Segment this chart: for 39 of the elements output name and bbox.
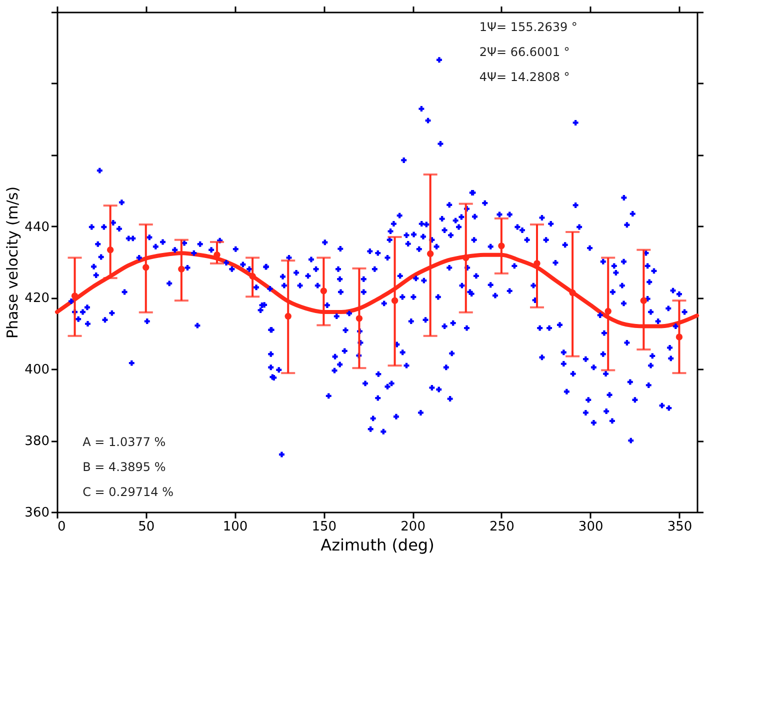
y-tick-label: 380: [24, 434, 50, 450]
x-tick-label: 150: [312, 520, 337, 534]
point: [569, 289, 576, 296]
point: [320, 288, 328, 294]
point: [498, 242, 505, 250]
x-tick-label: 0: [58, 520, 66, 534]
x-tick-label: 100: [222, 520, 248, 534]
annotation: 4Ψ= 14.2808 °: [479, 70, 570, 84]
point: [391, 297, 398, 304]
annotation: B = 4.3895 %: [82, 460, 166, 474]
point: [284, 312, 292, 320]
point: [426, 250, 434, 258]
x-tick-label: 250: [490, 520, 514, 534]
x-axis-title: Azimuth (deg): [320, 536, 434, 554]
y-axis-title: Phase velocity (m/s): [4, 186, 22, 339]
annotation: A = 1.0377 %: [82, 435, 166, 449]
x-tick-label: 50: [138, 520, 155, 534]
point: [534, 260, 540, 267]
point: [142, 264, 150, 271]
point: [71, 292, 78, 300]
annotation: 2Ψ= 66.6001 °: [479, 45, 570, 59]
point: [214, 252, 220, 258]
point: [676, 334, 683, 340]
point: [640, 297, 648, 304]
point: [462, 254, 470, 262]
point: [604, 308, 612, 315]
point: [356, 315, 363, 322]
y-tick-label: 400: [24, 362, 50, 378]
point: [106, 246, 114, 254]
annotation: C = 0.29714 %: [82, 485, 174, 499]
x-tick-label: 200: [400, 520, 426, 534]
x-tick-label: 300: [578, 520, 604, 534]
x-tick-label: 350: [667, 520, 692, 534]
y-tick-label: 440: [24, 220, 50, 235]
y-tick-label: 360: [24, 506, 50, 520]
point: [249, 272, 256, 280]
point: [178, 266, 185, 272]
y-tick-label: 420: [24, 291, 50, 306]
annotation: 1Ψ= 155.2639 °: [479, 20, 578, 34]
